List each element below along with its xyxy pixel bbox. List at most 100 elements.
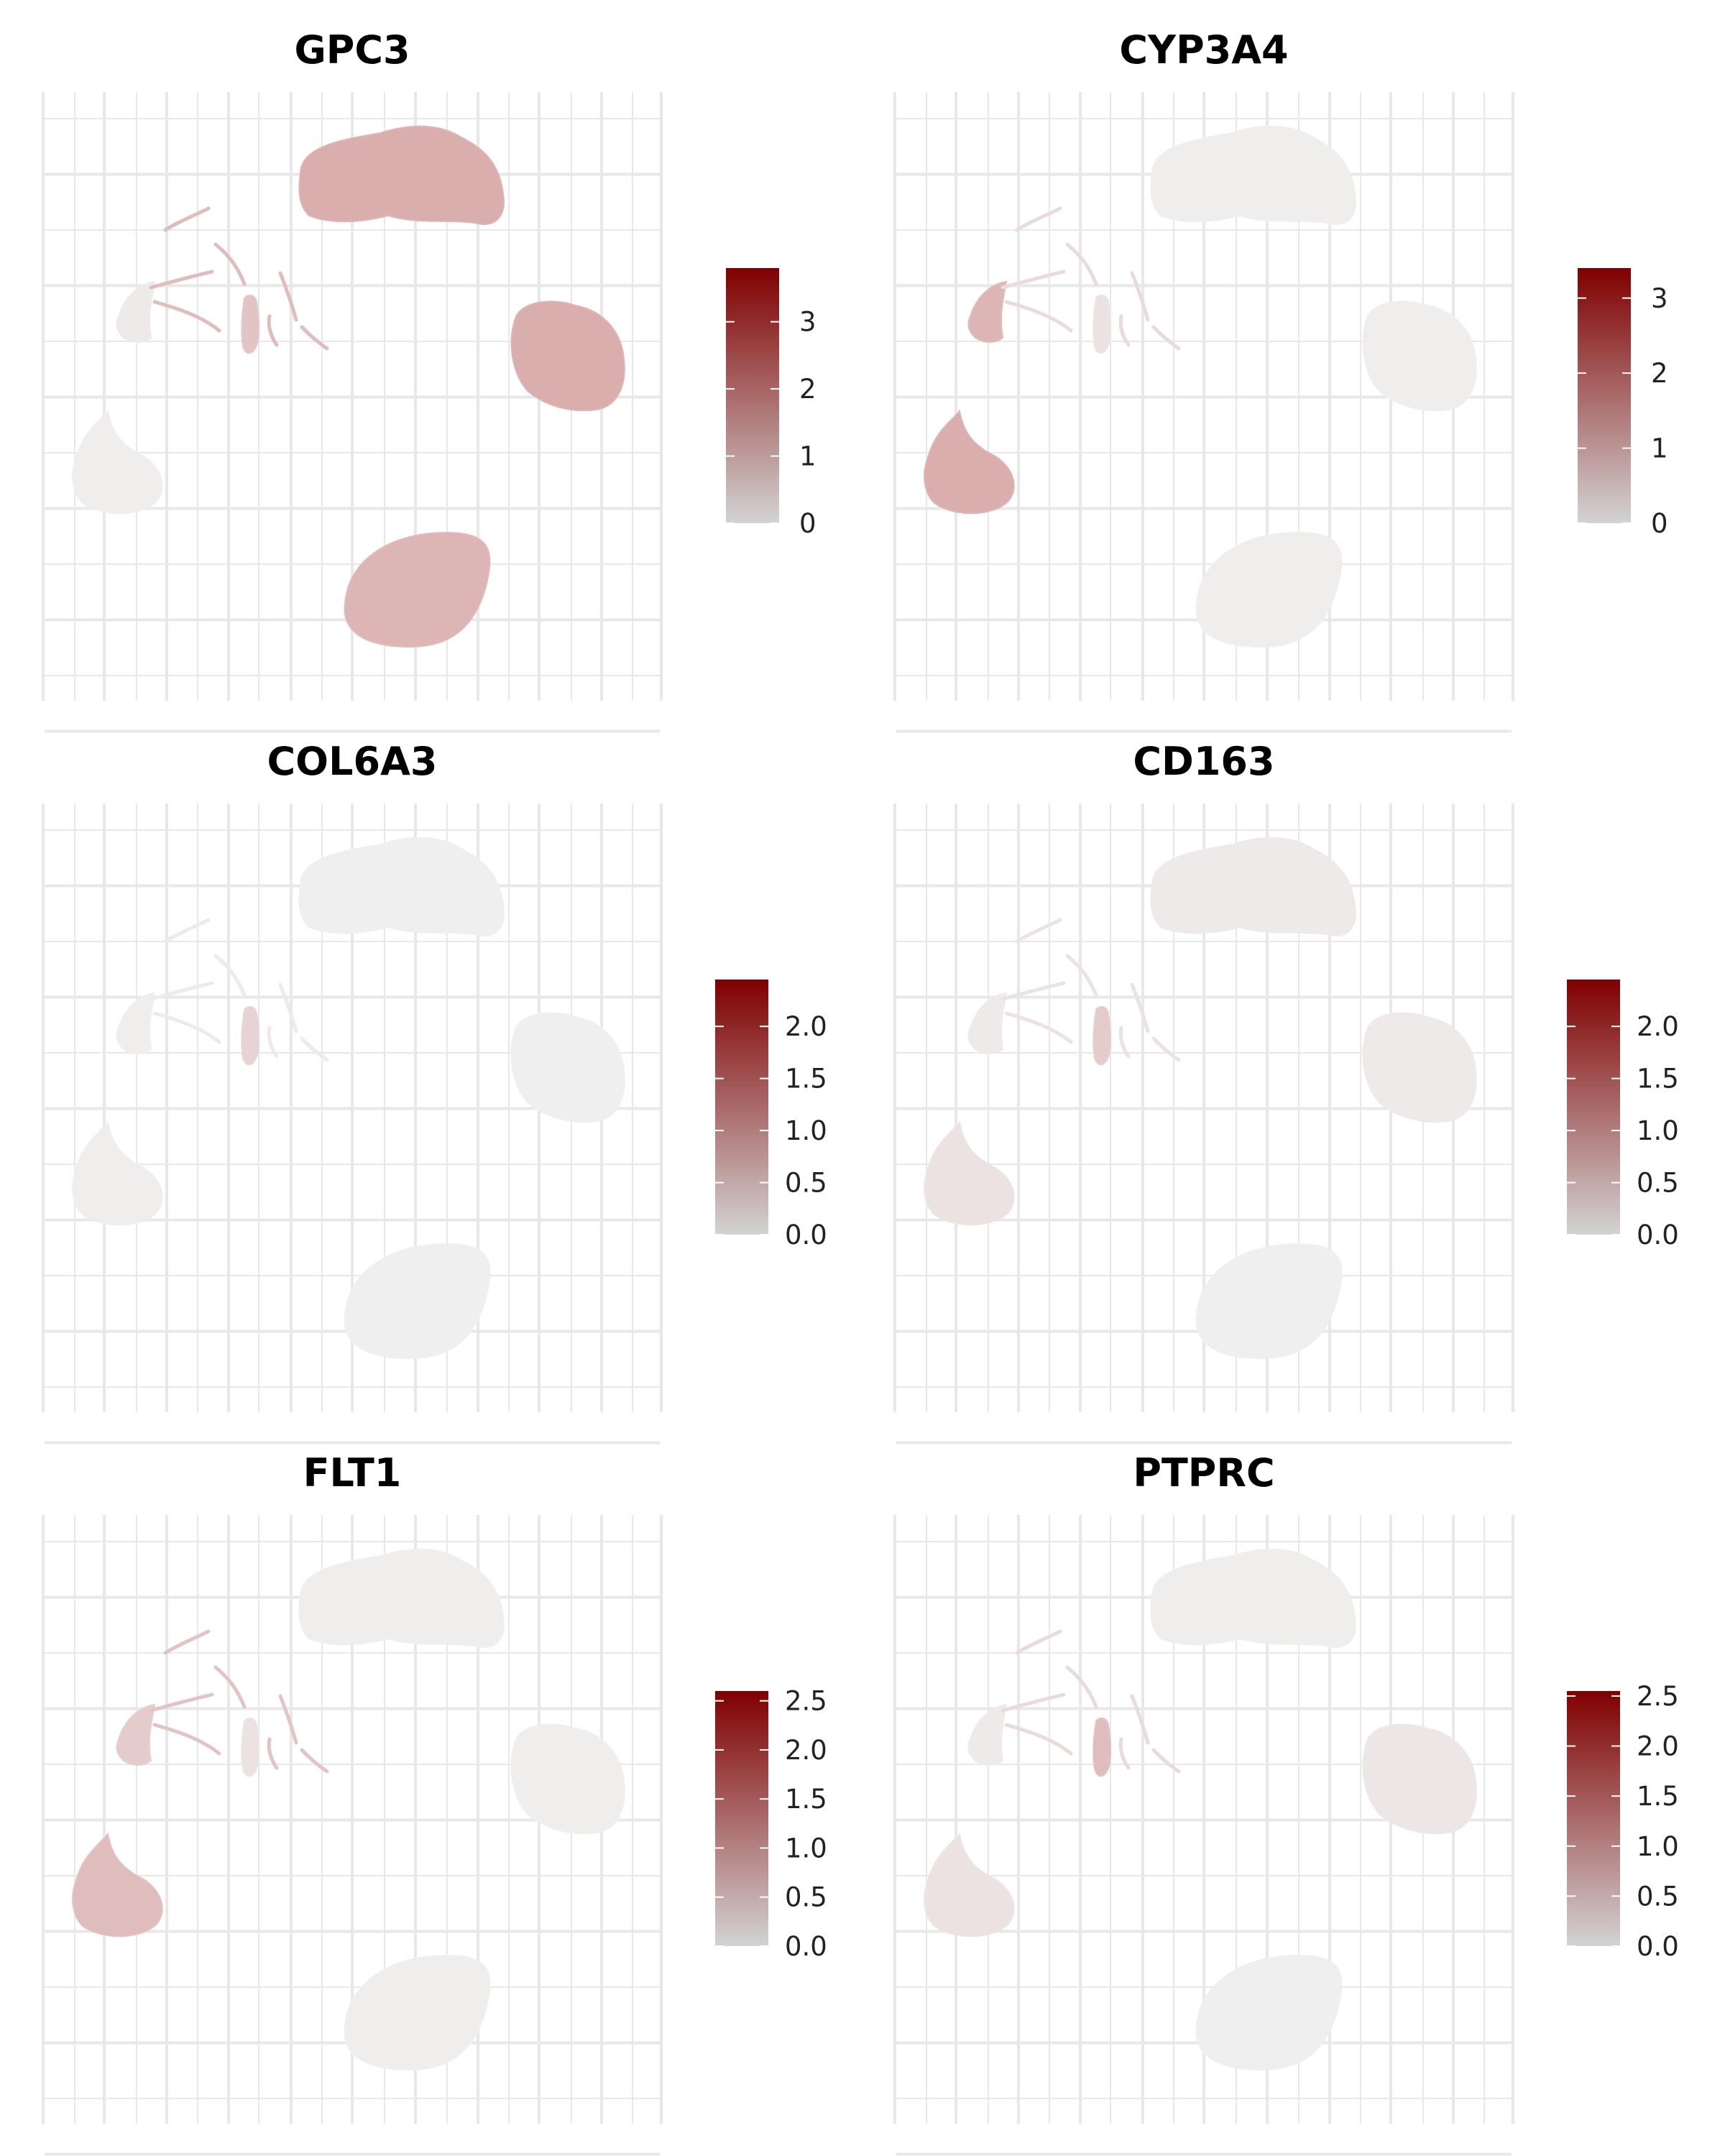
cluster-strands <box>149 270 214 290</box>
colorbar-tick-label: 2.5 <box>1637 1681 1679 1712</box>
panel-title: PTPRC <box>1133 1450 1274 1496</box>
cluster-center-small <box>1092 1717 1112 1777</box>
cluster-strands <box>1151 325 1181 351</box>
panel-title: GPC3 <box>294 27 410 73</box>
colorbar-tick-label: 0 <box>1651 508 1668 539</box>
cluster-upper-left <box>116 992 156 1054</box>
cluster-strands <box>1004 300 1073 333</box>
cluster-strands <box>1130 1694 1150 1745</box>
colorbar-tick-label: 0.0 <box>1637 1220 1679 1250</box>
colorbar <box>1567 1691 1620 1946</box>
colorbar-tick-label: 0.5 <box>1637 1168 1679 1199</box>
clusters <box>924 125 1477 648</box>
cluster-strands <box>1118 314 1131 347</box>
panel-cyp3a4: CYP3A4 <box>893 27 1514 733</box>
grid <box>42 1515 663 2156</box>
cluster-strands <box>1130 982 1150 1033</box>
cluster-left <box>72 409 163 515</box>
colorbar <box>726 268 779 523</box>
cluster-strands <box>1118 1026 1131 1059</box>
cluster-bottom <box>344 532 491 648</box>
cluster-strands <box>1151 1036 1181 1062</box>
cluster-strands <box>1015 206 1062 232</box>
panel-title: CD163 <box>1133 739 1274 784</box>
colorbar-tick-label: 1.5 <box>1637 1781 1679 1812</box>
cluster-bottom <box>344 1955 491 2071</box>
panel-gpc3: GPC3 <box>42 27 663 733</box>
cluster-top <box>298 1548 505 1648</box>
colorbar-tick-label: 1.0 <box>1637 1115 1679 1146</box>
colorbar-tick-label: 0.5 <box>785 1882 827 1913</box>
panel-flt1: FLT1 <box>42 1450 663 2156</box>
cluster-strands <box>278 271 298 322</box>
colorbar-tick-label: 3 <box>799 307 816 338</box>
cluster-top <box>1150 125 1356 225</box>
colorbar-tick-label: 1.0 <box>785 1115 827 1146</box>
colorbar-tick-label: 0 <box>799 508 816 539</box>
panel-cd163: CD163 <box>893 739 1514 1445</box>
cluster-right <box>1362 300 1477 412</box>
cluster-strands <box>213 242 247 286</box>
colorbar-tick-label: 0.0 <box>785 1220 827 1250</box>
cluster-right <box>1362 1012 1477 1123</box>
panel-title: CYP3A4 <box>1119 27 1288 73</box>
cluster-center-small <box>241 1717 260 1777</box>
cluster-strands <box>1065 1665 1098 1709</box>
cluster-right <box>510 1723 625 1835</box>
panels: GPC3 0 1 2 3 CYP3A4 0 1 2 3 COL6A3 0.0 0.5 1.0 1.5 2.0 C… <box>42 27 1679 2156</box>
cluster-center-small <box>1092 294 1112 354</box>
cluster-strands <box>1151 1748 1181 1774</box>
cluster-top <box>298 125 505 225</box>
cluster-strands <box>300 1748 329 1774</box>
cluster-strands <box>300 1036 329 1062</box>
cluster-right <box>1362 1723 1477 1835</box>
cluster-strands <box>213 954 247 998</box>
colorbar <box>715 980 768 1235</box>
cluster-strands <box>163 918 211 944</box>
cluster-upper-left <box>967 992 1008 1054</box>
cluster-bottom <box>344 1243 491 1360</box>
cluster-strands <box>300 325 329 351</box>
colorbar-tick-label: 2.0 <box>785 1011 827 1042</box>
cluster-strands <box>1004 1011 1073 1044</box>
panel-ptprc: PTPRC <box>893 1450 1514 2156</box>
cluster-strands <box>149 981 214 1001</box>
cluster-strands <box>1118 1737 1131 1770</box>
cluster-center-small <box>241 1005 260 1066</box>
cluster-strands <box>1130 271 1150 322</box>
colorbar-tick-label: 1.0 <box>1637 1831 1679 1862</box>
cluster-left <box>924 1832 1015 1938</box>
clusters <box>72 837 625 1360</box>
cluster-strands <box>149 1692 214 1713</box>
cluster-upper-left <box>967 280 1008 343</box>
colorbar-tick-label: 1.0 <box>785 1833 827 1864</box>
cluster-left <box>924 409 1015 515</box>
cluster-strands <box>1000 270 1066 290</box>
cluster-strands <box>1015 918 1062 944</box>
clusters <box>72 1548 625 2071</box>
colorbar-tick-label: 1 <box>1651 433 1668 464</box>
cluster-strands <box>213 1665 247 1709</box>
colorbar-tick-label: 2.0 <box>785 1735 827 1766</box>
cluster-left <box>72 1120 163 1226</box>
cluster-upper-left <box>116 280 156 343</box>
cluster-strands <box>267 1737 279 1770</box>
colorbar-tick-label: 2.0 <box>1637 1011 1679 1042</box>
colorbar-tick-label: 3 <box>1651 283 1668 314</box>
cluster-top <box>298 837 505 936</box>
colorbar-tick-label: 0.5 <box>785 1168 827 1199</box>
colorbar-tick-label: 0.5 <box>1637 1881 1679 1912</box>
cluster-strands <box>152 1723 221 1756</box>
clusters <box>924 837 1477 1360</box>
cluster-strands <box>163 1629 211 1655</box>
colorbar-tick-label: 1.5 <box>785 1064 827 1095</box>
cluster-strands <box>267 1026 279 1059</box>
cluster-strands <box>1000 1692 1066 1713</box>
colorbar-tick-label: 2 <box>1651 358 1668 389</box>
colorbar-tick-label: 0.0 <box>1637 1931 1679 1962</box>
cluster-bottom <box>1195 1243 1343 1360</box>
cluster-bottom <box>1195 532 1343 648</box>
colorbar <box>1578 268 1631 523</box>
cluster-left <box>924 1120 1015 1226</box>
